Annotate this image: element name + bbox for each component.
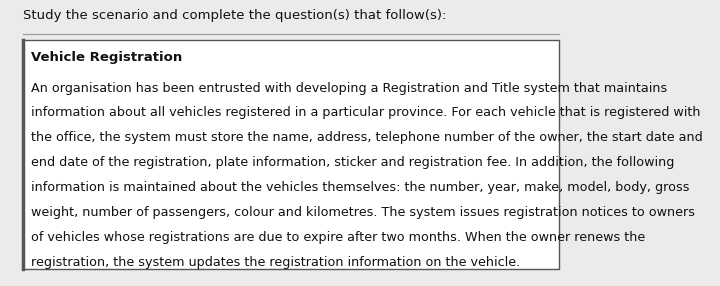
Text: the office, the system must store the name, address, telephone number of the own: the office, the system must store the na…: [30, 131, 702, 144]
Text: registration, the system updates the registration information on the vehicle.: registration, the system updates the reg…: [30, 256, 520, 269]
Text: end date of the registration, plate information, sticker and registration fee. I: end date of the registration, plate info…: [30, 156, 674, 169]
Text: Study the scenario and complete the question(s) that follow(s):: Study the scenario and complete the ques…: [23, 9, 446, 21]
FancyBboxPatch shape: [23, 40, 559, 269]
Text: information about all vehicles registered in a particular province. For each veh: information about all vehicles registere…: [30, 106, 700, 119]
Text: information is maintained about the vehicles themselves: the number, year, make,: information is maintained about the vehi…: [30, 181, 689, 194]
Text: An organisation has been entrusted with developing a Registration and Title syst: An organisation has been entrusted with …: [30, 82, 667, 94]
Text: Vehicle Registration: Vehicle Registration: [30, 51, 182, 64]
Text: weight, number of passengers, colour and kilometres. The system issues registrat: weight, number of passengers, colour and…: [30, 206, 695, 219]
Text: of vehicles whose registrations are due to expire after two months. When the own: of vehicles whose registrations are due …: [30, 231, 645, 244]
